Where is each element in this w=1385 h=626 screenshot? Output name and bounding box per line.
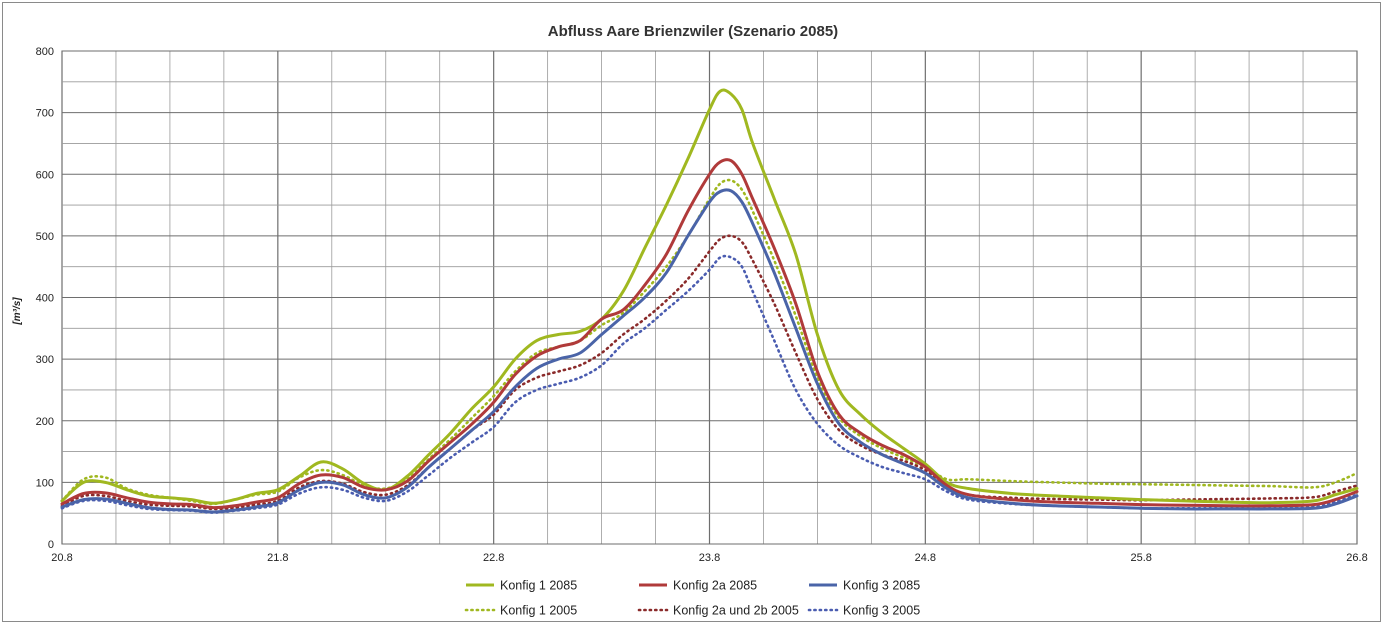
- legend: Konfig 1 2085 Konfig 2a 2085 Konfig 3 2085…: [464, 579, 920, 618]
- series-line-konfig-2a-und-2b-2005: [60, 234, 1359, 511]
- x-axis-ticks: 20.8 21.8 22.8 23.8 24.8 25.8 26.8: [51, 552, 1367, 564]
- y-tick-label: 0: [48, 539, 54, 551]
- x-tick-label: 23.8: [699, 552, 720, 564]
- y-tick-label: 700: [36, 108, 54, 120]
- series-line-konfig-3-2085: [60, 188, 1359, 514]
- y-axis-ticks: 0 100 200 300 400 500 600 700 800: [36, 46, 54, 551]
- series-line-konfig-1-2085: [60, 88, 1359, 505]
- y-tick-label: 300: [36, 354, 54, 366]
- x-tick-label: 22.8: [483, 552, 504, 564]
- y-tick-label: 200: [36, 416, 54, 428]
- y-tick-label: 800: [36, 46, 54, 58]
- y-tick-label: 100: [36, 477, 54, 489]
- x-tick-label: 26.8: [1346, 552, 1367, 564]
- y-tick-label: 600: [36, 169, 54, 181]
- legend-label-konfig-3-2005: Konfig 3 2005: [843, 604, 920, 618]
- y-tick-label: 400: [36, 293, 54, 305]
- x-tick-label: 20.8: [51, 552, 72, 564]
- x-tick-label: 24.8: [915, 552, 936, 564]
- y-axis-label: [m³/s]: [12, 297, 23, 326]
- series-line-konfig-2a-2085: [60, 158, 1359, 510]
- line-chart: Abfluss Aare Brienzwiler (Szenario 2085)…: [12, 23, 1368, 618]
- x-tick-label: 21.8: [267, 552, 288, 564]
- legend-label-konfig-1-2005: Konfig 1 2005: [500, 604, 577, 618]
- series-group: [60, 88, 1359, 514]
- chart-title: Abfluss Aare Brienzwiler (Szenario 2085): [548, 23, 838, 40]
- legend-label-konfig-1-2085: Konfig 1 2085: [500, 579, 577, 593]
- legend-label-konfig-3-2085: Konfig 3 2085: [843, 579, 920, 593]
- y-tick-label: 500: [36, 231, 54, 243]
- grid: [61, 50, 1358, 545]
- x-tick-label: 25.8: [1130, 552, 1151, 564]
- legend-label-konfig-2a-2085: Konfig 2a 2085: [673, 579, 757, 593]
- series-line-konfig-1-2005: [60, 178, 1359, 506]
- legend-label-konfig-2a-und-2b-2005: Konfig 2a und 2b 2005: [673, 604, 799, 618]
